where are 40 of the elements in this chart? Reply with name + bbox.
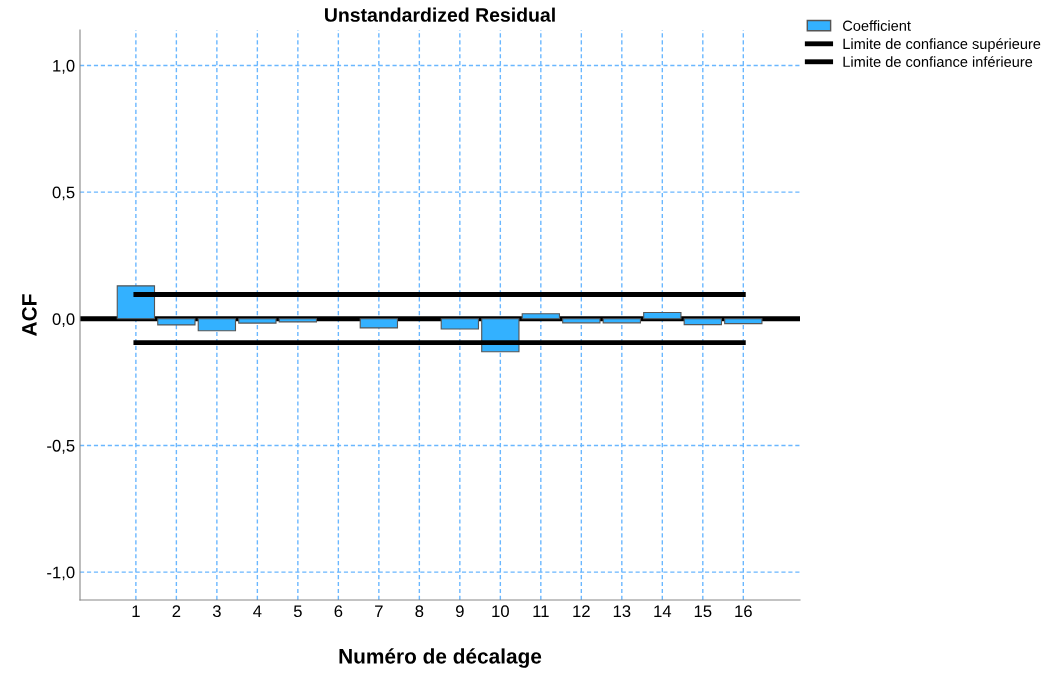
x-tick-label: 16 (735, 605, 752, 618)
x-tick-label: 5 (293, 605, 302, 618)
x-tick-label: 6 (334, 605, 343, 618)
y-tick-label: 0,5 (52, 186, 75, 201)
x-tick-label: 8 (415, 605, 424, 618)
bar (116, 285, 156, 320)
x-tick-label: 3 (212, 605, 221, 618)
y-tick-label: -1,0 (47, 566, 75, 581)
bar (157, 318, 196, 326)
x-tick-label: 14 (654, 605, 672, 617)
x-tick-label: 11 (533, 605, 549, 617)
bar (521, 313, 561, 320)
x-tick-label: 13 (613, 605, 631, 618)
y-tick-label: 1,0 (53, 59, 75, 74)
bar (602, 318, 642, 324)
x-tick-label: 10 (492, 605, 509, 618)
x-tick-label: 9 (455, 605, 464, 618)
y-axis-title: ACF (22, 294, 37, 336)
y-tick-label: 0,0 (52, 313, 75, 327)
legend-label: Limite de confiance supérieure (843, 38, 1041, 52)
x-tick-label: 12 (573, 605, 590, 617)
bar (562, 318, 601, 324)
bar (238, 318, 277, 324)
x-tick-label: 1 (132, 605, 140, 617)
chart-title: Unstandardized Residual (325, 7, 555, 22)
y-tick-label: -0,5 (47, 439, 75, 454)
bar (359, 318, 399, 329)
bar (724, 318, 763, 325)
bar (643, 311, 682, 320)
bar (683, 318, 722, 326)
legend-label: Limite de confiance inférieure (843, 56, 1033, 68)
legend-label: Coefficient (843, 20, 911, 31)
x-tick-label: 15 (694, 605, 712, 618)
x-tick-label: 4 (253, 605, 262, 617)
x-tick-label: 7 (375, 605, 383, 617)
x-tick-label: 2 (172, 605, 181, 617)
bar (197, 318, 237, 332)
bar (278, 318, 318, 323)
bar (440, 318, 480, 330)
x-axis-title: Numéro de décalage (339, 648, 542, 668)
